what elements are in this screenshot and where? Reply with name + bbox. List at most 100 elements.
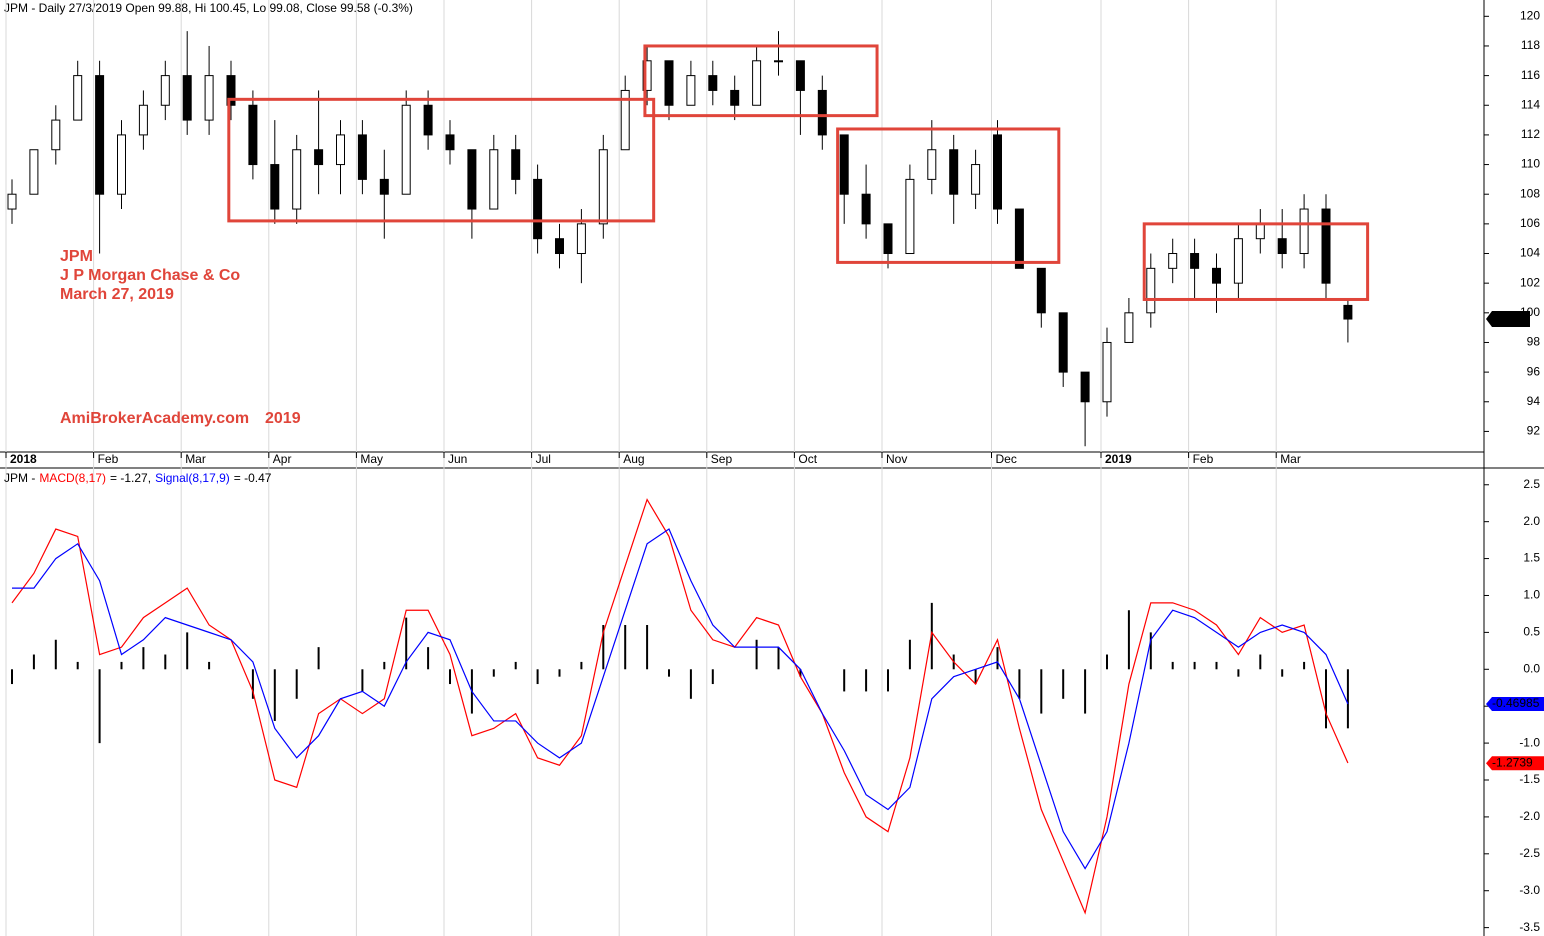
x-tick-label: Feb xyxy=(98,452,119,466)
annotation: JPM xyxy=(60,248,93,265)
candle-body xyxy=(357,134,367,180)
series-line xyxy=(12,528,1349,870)
candle-body xyxy=(1233,238,1243,284)
x-tick-label: May xyxy=(360,452,383,466)
annotation: J P Morgan Chase & Co xyxy=(60,267,240,284)
x-tick-label: Jul xyxy=(536,452,551,466)
end-value-tag xyxy=(1486,696,1544,711)
candle-body xyxy=(1080,371,1090,403)
candle-body xyxy=(248,104,258,166)
annotation: March 27, 2019 xyxy=(60,286,174,303)
candle-body xyxy=(511,149,521,180)
y-tick-label: -2.0 xyxy=(1519,809,1540,823)
candle-body xyxy=(1190,253,1200,269)
x-tick-label: 2019 xyxy=(1105,452,1132,466)
candle-body xyxy=(774,60,783,63)
x-tick-label: Feb xyxy=(1193,452,1214,466)
end-value-label: -1.2739 xyxy=(1492,755,1533,769)
candle-body xyxy=(95,75,105,195)
y-tick-label: 114 xyxy=(1521,97,1540,111)
y-tick-label: 1.0 xyxy=(1523,588,1540,602)
candle-body xyxy=(620,89,630,151)
candle-body xyxy=(730,89,740,106)
candle-body xyxy=(642,60,652,91)
legend-series-value: = -1.27, xyxy=(110,471,151,485)
y-tick-label: -1.5 xyxy=(1519,772,1540,786)
series-line xyxy=(11,498,1349,915)
candle-body xyxy=(182,75,192,121)
candle-body xyxy=(73,75,83,121)
end-value-tag xyxy=(1486,756,1544,771)
y-tick-label: 92 xyxy=(1527,424,1541,438)
candle-body xyxy=(1058,312,1068,373)
y-tick-label: 112 xyxy=(1521,127,1540,141)
highlight-box xyxy=(836,127,1061,264)
x-tick-label: 2018 xyxy=(10,452,37,466)
legend-prefix: JPM - xyxy=(4,471,35,485)
y-tick-label: 0.0 xyxy=(1523,661,1540,675)
legend-series-value: = -0.47 xyxy=(234,471,272,485)
y-tick-label: 110 xyxy=(1521,157,1540,171)
x-tick-label: Mar xyxy=(1280,452,1301,466)
legend-series-name: Signal(8,17,9) xyxy=(155,471,230,485)
candle-body xyxy=(204,75,214,121)
candle-body xyxy=(1168,253,1178,269)
candle-body xyxy=(336,134,345,166)
y-tick-label: -1.0 xyxy=(1519,735,1540,749)
chart-title: JPM - Daily 27/3/2019 Open 99.88, Hi 100… xyxy=(4,1,413,15)
candle-body xyxy=(117,134,126,195)
highlight-box xyxy=(1142,222,1370,301)
last-price-label: 99.58 xyxy=(1494,311,1524,325)
candle-body xyxy=(160,75,170,106)
candle-body xyxy=(7,193,17,210)
x-tick-label: Jun xyxy=(448,452,467,466)
candle-body xyxy=(555,238,564,255)
candle-body xyxy=(1014,208,1024,269)
x-tick-label: Nov xyxy=(886,452,907,466)
candle-body xyxy=(270,164,280,210)
candle-body xyxy=(708,75,718,91)
x-tick-label: Aug xyxy=(623,452,644,466)
candle-body xyxy=(445,134,455,151)
x-tick-label: Mar xyxy=(185,452,206,466)
legend-series-name: MACD(8,17) xyxy=(39,471,106,485)
y-tick-label: 120 xyxy=(1520,8,1540,22)
y-tick-label: 94 xyxy=(1527,394,1541,408)
y-tick-label: 108 xyxy=(1520,186,1540,200)
y-tick-label: 0.5 xyxy=(1523,625,1540,639)
candle-body xyxy=(1212,267,1221,284)
candle-body xyxy=(686,75,696,106)
candle-body xyxy=(1277,238,1287,255)
candle-body xyxy=(817,89,827,136)
candle-body xyxy=(226,75,236,106)
y-tick-label: 2.0 xyxy=(1523,514,1540,528)
candle-body xyxy=(839,134,849,195)
candle-body xyxy=(1102,341,1112,403)
highlight-box xyxy=(227,97,656,223)
candle-body xyxy=(314,149,324,166)
y-tick-label: 2.5 xyxy=(1523,477,1540,491)
candle-body xyxy=(1255,223,1265,240)
y-tick-label: 98 xyxy=(1527,335,1541,349)
y-tick-label: 116 xyxy=(1521,68,1540,82)
candle-body xyxy=(993,134,1002,210)
candle-body xyxy=(927,149,937,180)
candle-body xyxy=(489,149,499,210)
x-tick-label: Sep xyxy=(711,452,733,466)
candle-body xyxy=(467,149,477,210)
candle-body xyxy=(861,193,871,225)
y-tick-label: 106 xyxy=(1520,216,1540,230)
end-value-label: -0.46985 xyxy=(1492,696,1540,710)
candle-body xyxy=(138,104,148,136)
highlight-box xyxy=(643,44,879,118)
candle-body xyxy=(401,104,411,195)
candle-body xyxy=(379,178,389,195)
last-price-tag xyxy=(1486,311,1530,328)
candle-body xyxy=(883,223,893,255)
candle-body xyxy=(51,119,61,151)
x-tick-label: Oct xyxy=(798,452,817,466)
candle-body xyxy=(949,149,959,195)
y-tick-label: -3.5 xyxy=(1519,920,1540,934)
